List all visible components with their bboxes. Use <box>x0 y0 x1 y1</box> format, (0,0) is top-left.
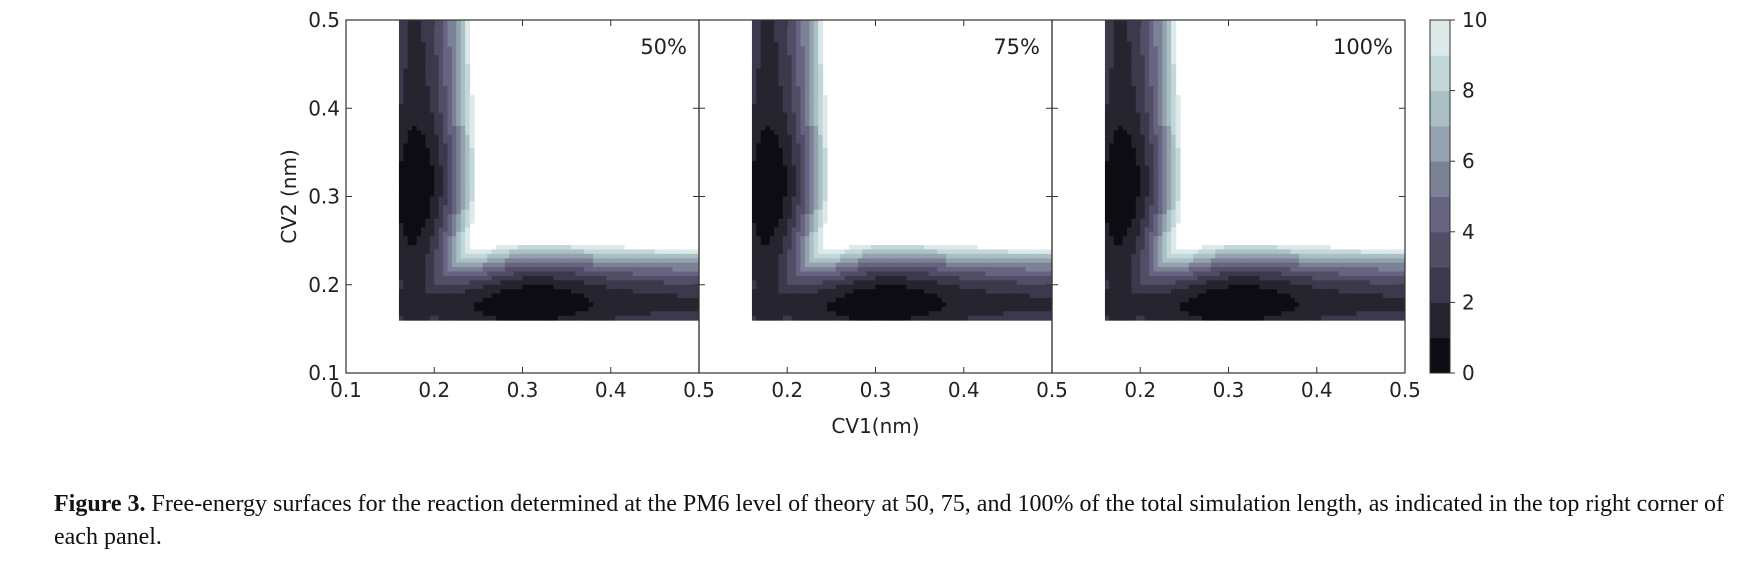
colorbar-level <box>1430 302 1450 339</box>
panel-1: 0.1 0.2 0.3 0.4 0.5 0.1 0.2 0.3 0.4 0.5 50% <box>308 8 715 402</box>
x-tick-label: 0.5 <box>683 378 715 402</box>
colorbar-tick-label: 4 <box>1462 220 1475 244</box>
colorbar-tick-label: 10 <box>1462 8 1487 32</box>
x-tick-label: 0.4 <box>595 378 627 402</box>
colorbar-tick-label: 6 <box>1462 149 1475 173</box>
x-tick-label: 0.3 <box>507 378 539 402</box>
figure-number: Figure 3. <box>54 491 146 517</box>
colorbar-level <box>1430 196 1450 233</box>
x-tick-label: 0.1 <box>330 378 362 402</box>
colorbar-level <box>1430 267 1450 303</box>
contour-fill <box>398 20 699 321</box>
x-tick-label: 0.2 <box>418 378 450 402</box>
colorbar-tick-label: 0 <box>1462 361 1475 385</box>
panel-label: 50% <box>640 35 687 59</box>
panel-label: 100% <box>1333 35 1393 59</box>
colorbar-level <box>1430 125 1450 162</box>
x-tick-label: 0.4 <box>948 378 980 402</box>
x-axis-label: CV1(nm) <box>831 414 919 438</box>
x-tick-label: 0.5 <box>1389 378 1421 402</box>
colorbar-level <box>1430 161 1450 197</box>
contour-fill <box>751 20 1052 321</box>
x-tick-label: 0.2 <box>1124 378 1156 402</box>
y-axis-label: CV2 (nm) <box>277 149 301 244</box>
colorbar-level <box>1430 55 1450 92</box>
figure-caption: Figure 3. Free-energy surfaces for the r… <box>54 488 1734 554</box>
colorbar-frame <box>1429 19 1451 374</box>
x-tick-label: 0.5 <box>1036 378 1068 402</box>
colorbar-level <box>1430 337 1450 374</box>
y-tick-label: 0.5 <box>308 8 340 32</box>
colorbar-level <box>1430 20 1450 56</box>
panel-3: 0.2 0.3 0.4 0.5 100% <box>1051 19 1421 402</box>
x-tick-label: 0.2 <box>771 378 803 402</box>
y-tick-label: 0.2 <box>308 273 340 297</box>
colorbar-level <box>1430 90 1450 127</box>
panel-2: 0.2 0.3 0.4 0.5 75% <box>698 19 1068 402</box>
colorbar-level <box>1430 231 1450 268</box>
y-tick-label: 0.4 <box>308 96 340 120</box>
y-tick-label: 0.3 <box>308 185 340 209</box>
figure: 0.1 0.2 0.3 0.4 0.5 0.1 0.2 0.3 0.4 0.5 50% 0.2 0.3 0… <box>277 8 1487 438</box>
panel-label: 75% <box>993 35 1040 59</box>
contour-fill <box>1104 20 1405 321</box>
y-tick-label: 0.1 <box>308 361 340 385</box>
x-tick-label: 0.4 <box>1301 378 1333 402</box>
colorbar-tick-label: 2 <box>1462 290 1475 314</box>
colorbar: 0 2 4 6 8 10 <box>1429 8 1487 385</box>
caption-text: Free-energy surfaces for the reaction de… <box>54 491 1724 550</box>
free-energy-chart: 0.1 0.2 0.3 0.4 0.50.10.20.30.40.550%0.2 0.3 0… <box>277 8 1487 438</box>
x-tick-label: 0.3 <box>860 378 892 402</box>
colorbar-tick-label: 8 <box>1462 79 1475 103</box>
x-tick-label: 0.3 <box>1213 378 1245 402</box>
